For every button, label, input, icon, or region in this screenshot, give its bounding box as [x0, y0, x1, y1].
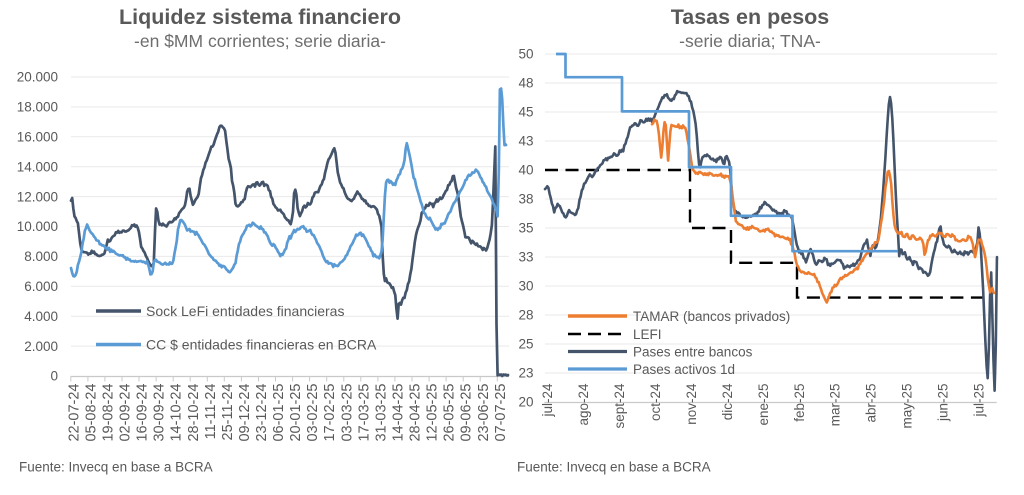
svg-text:6.000: 6.000	[24, 279, 58, 294]
svg-text:-serie diaria; TNA-: -serie diaria; TNA-	[679, 31, 821, 51]
svg-text:35: 35	[518, 221, 533, 236]
svg-text:48: 48	[518, 76, 533, 91]
svg-text:05-08-24: 05-08-24	[83, 384, 99, 442]
svg-text:33: 33	[518, 250, 533, 265]
svg-text:abr-25: abr-25	[864, 384, 879, 423]
svg-text:18.000: 18.000	[17, 100, 58, 115]
svg-text:50: 50	[518, 47, 533, 62]
svg-text:mar-25: mar-25	[828, 384, 843, 427]
svg-text:07-07-25: 07-07-25	[493, 384, 509, 442]
svg-text:09-12-24: 09-12-24	[237, 384, 253, 442]
svg-text:Liquidez sistema financiero: Liquidez sistema financiero	[119, 5, 401, 29]
svg-text:20.000: 20.000	[17, 70, 58, 85]
svg-text:25: 25	[518, 337, 533, 352]
svg-text:25-11-24: 25-11-24	[220, 384, 236, 441]
svg-text:8.000: 8.000	[24, 249, 58, 264]
svg-text:26-05-25: 26-05-25	[442, 384, 458, 442]
svg-text:CC $ entidades financieras en: CC $ entidades financieras en BCRA	[146, 336, 377, 352]
svg-text:LEFI: LEFI	[633, 327, 662, 342]
svg-text:jul-25: jul-25	[972, 384, 987, 418]
svg-text:ago-24: ago-24	[576, 383, 591, 426]
svg-text:28-10-24: 28-10-24	[186, 384, 202, 442]
svg-text:may-25: may-25	[900, 384, 915, 429]
svg-text:Pases entre bancos: Pases entre bancos	[633, 344, 753, 359]
svg-text:-en $MM corrientes; serie diar: -en $MM corrientes; serie diaria-	[134, 31, 386, 51]
svg-text:Fuente: Invecq en base a BCRA: Fuente: Invecq en base a BCRA	[19, 460, 213, 475]
svg-text:20: 20	[518, 395, 533, 410]
svg-text:19-08-24: 19-08-24	[101, 384, 117, 442]
svg-text:14-10-24: 14-10-24	[169, 384, 185, 442]
svg-text:30: 30	[518, 279, 533, 294]
svg-text:28: 28	[518, 308, 533, 323]
svg-text:40: 40	[518, 163, 533, 178]
svg-text:43: 43	[518, 134, 533, 149]
svg-text:06-01-25: 06-01-25	[271, 384, 287, 442]
svg-text:0: 0	[50, 369, 58, 384]
svg-text:feb-25: feb-25	[792, 384, 807, 422]
svg-text:oct-24: oct-24	[648, 383, 663, 421]
svg-text:Tasas en pesos: Tasas en pesos	[671, 5, 830, 29]
svg-text:16-09-24: 16-09-24	[135, 384, 151, 442]
svg-text:12.000: 12.000	[17, 189, 58, 204]
svg-text:03-03-25: 03-03-25	[339, 384, 355, 442]
svg-text:38: 38	[518, 192, 533, 207]
svg-text:TAMAR (bancos privados): TAMAR (bancos privados)	[633, 309, 790, 324]
svg-text:30-09-24: 30-09-24	[152, 384, 168, 442]
svg-text:16.000: 16.000	[17, 130, 58, 145]
svg-text:02-09-24: 02-09-24	[118, 384, 134, 442]
svg-text:Sock LeFi entidades financiera: Sock LeFi entidades financieras	[146, 303, 344, 319]
svg-text:Pases activos 1d: Pases activos 1d	[633, 362, 735, 377]
svg-text:14-04-25: 14-04-25	[391, 384, 407, 442]
svg-text:12-05-25: 12-05-25	[425, 384, 441, 442]
svg-text:17-03-25: 17-03-25	[356, 384, 372, 442]
svg-text:23-06-25: 23-06-25	[476, 384, 492, 442]
svg-text:14.000: 14.000	[17, 159, 58, 174]
svg-text:ene-25: ene-25	[756, 384, 771, 426]
svg-text:11-11-24: 11-11-24	[203, 384, 219, 440]
svg-text:03-02-25: 03-02-25	[305, 384, 321, 442]
svg-text:23-12-24: 23-12-24	[254, 384, 270, 442]
svg-text:4.000: 4.000	[24, 309, 58, 324]
svg-text:31-03-25: 31-03-25	[373, 384, 389, 442]
svg-text:09-06-25: 09-06-25	[459, 384, 475, 442]
svg-text:jun-25: jun-25	[936, 384, 951, 423]
svg-text:45: 45	[518, 105, 533, 120]
svg-text:23: 23	[518, 366, 533, 381]
svg-text:10.000: 10.000	[17, 219, 58, 234]
svg-text:jul-24: jul-24	[540, 383, 555, 418]
svg-text:28-04-25: 28-04-25	[408, 384, 424, 442]
svg-text:17-02-25: 17-02-25	[322, 384, 338, 442]
svg-text:nov-24: nov-24	[684, 383, 699, 425]
svg-text:dic-24: dic-24	[720, 383, 735, 420]
svg-text:20-01-25: 20-01-25	[288, 384, 304, 442]
svg-text:22-07-24: 22-07-24	[66, 384, 82, 442]
svg-text:sept-24: sept-24	[612, 383, 627, 429]
svg-text:Fuente: Invecq en base a BCRA: Fuente: Invecq en base a BCRA	[517, 460, 711, 475]
svg-text:2.000: 2.000	[24, 339, 58, 354]
